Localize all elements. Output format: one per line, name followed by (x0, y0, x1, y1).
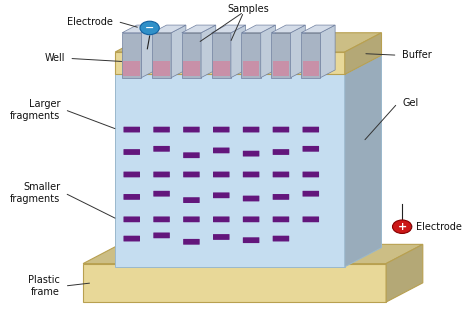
Polygon shape (231, 25, 246, 78)
Polygon shape (301, 25, 335, 33)
FancyBboxPatch shape (183, 216, 200, 222)
Text: Larger
fragments: Larger fragments (10, 99, 60, 120)
Circle shape (392, 220, 412, 233)
FancyBboxPatch shape (302, 172, 319, 177)
FancyBboxPatch shape (302, 216, 319, 222)
Polygon shape (241, 33, 261, 78)
FancyBboxPatch shape (302, 191, 319, 197)
Polygon shape (211, 33, 231, 78)
FancyBboxPatch shape (243, 151, 259, 156)
Bar (183, 61, 200, 76)
FancyBboxPatch shape (243, 237, 259, 243)
FancyBboxPatch shape (273, 172, 289, 177)
Circle shape (140, 21, 159, 35)
Bar (243, 61, 259, 76)
FancyBboxPatch shape (183, 172, 200, 177)
Text: Plastic
frame: Plastic frame (28, 275, 60, 297)
Polygon shape (291, 25, 305, 78)
FancyBboxPatch shape (243, 196, 259, 201)
Polygon shape (122, 33, 141, 78)
Polygon shape (386, 244, 423, 302)
Text: Well: Well (44, 53, 65, 63)
Text: Electrode: Electrode (416, 222, 462, 232)
Polygon shape (152, 25, 186, 33)
Polygon shape (345, 55, 382, 267)
Polygon shape (320, 25, 335, 78)
FancyBboxPatch shape (213, 216, 229, 222)
Text: Gel: Gel (402, 98, 419, 108)
Bar (153, 61, 170, 76)
Polygon shape (83, 264, 386, 302)
Polygon shape (122, 25, 156, 33)
Polygon shape (83, 244, 423, 264)
Polygon shape (182, 25, 216, 33)
Polygon shape (171, 25, 186, 78)
Polygon shape (261, 25, 275, 78)
FancyBboxPatch shape (183, 152, 200, 158)
Bar (123, 61, 140, 76)
Polygon shape (271, 25, 305, 33)
Polygon shape (115, 33, 382, 52)
FancyBboxPatch shape (153, 127, 170, 132)
FancyBboxPatch shape (213, 234, 229, 240)
FancyBboxPatch shape (302, 127, 319, 132)
FancyBboxPatch shape (183, 197, 200, 203)
Bar (273, 61, 289, 76)
Text: Smaller
fragments: Smaller fragments (10, 182, 60, 204)
Polygon shape (182, 33, 201, 78)
FancyBboxPatch shape (213, 172, 229, 177)
FancyBboxPatch shape (213, 127, 229, 132)
FancyBboxPatch shape (243, 127, 259, 132)
Polygon shape (211, 25, 246, 33)
FancyBboxPatch shape (213, 193, 229, 198)
Polygon shape (115, 52, 345, 74)
Polygon shape (201, 25, 216, 78)
FancyBboxPatch shape (153, 146, 170, 152)
Bar (302, 61, 319, 76)
Polygon shape (152, 33, 171, 78)
FancyBboxPatch shape (183, 239, 200, 245)
FancyBboxPatch shape (123, 194, 140, 200)
Text: Buffer: Buffer (402, 50, 432, 60)
Polygon shape (241, 25, 275, 33)
Text: −: − (145, 23, 155, 33)
FancyBboxPatch shape (273, 236, 289, 242)
FancyBboxPatch shape (243, 172, 259, 177)
FancyBboxPatch shape (123, 236, 140, 242)
Text: +: + (398, 222, 407, 232)
Polygon shape (271, 33, 291, 78)
FancyBboxPatch shape (302, 146, 319, 152)
FancyBboxPatch shape (183, 127, 200, 132)
Polygon shape (115, 74, 345, 267)
Bar (213, 61, 229, 76)
FancyBboxPatch shape (273, 216, 289, 222)
Text: Electrode: Electrode (67, 16, 113, 26)
FancyBboxPatch shape (153, 232, 170, 238)
FancyBboxPatch shape (123, 216, 140, 222)
Polygon shape (345, 33, 382, 74)
FancyBboxPatch shape (123, 172, 140, 177)
FancyBboxPatch shape (243, 216, 259, 222)
FancyBboxPatch shape (213, 147, 229, 153)
Polygon shape (141, 25, 156, 78)
FancyBboxPatch shape (153, 191, 170, 197)
Text: Samples: Samples (228, 4, 269, 14)
FancyBboxPatch shape (273, 149, 289, 155)
FancyBboxPatch shape (153, 172, 170, 177)
FancyBboxPatch shape (123, 127, 140, 132)
Polygon shape (301, 33, 320, 78)
Polygon shape (115, 55, 382, 74)
FancyBboxPatch shape (273, 127, 289, 132)
FancyBboxPatch shape (123, 149, 140, 155)
FancyBboxPatch shape (153, 216, 170, 222)
FancyBboxPatch shape (273, 194, 289, 200)
